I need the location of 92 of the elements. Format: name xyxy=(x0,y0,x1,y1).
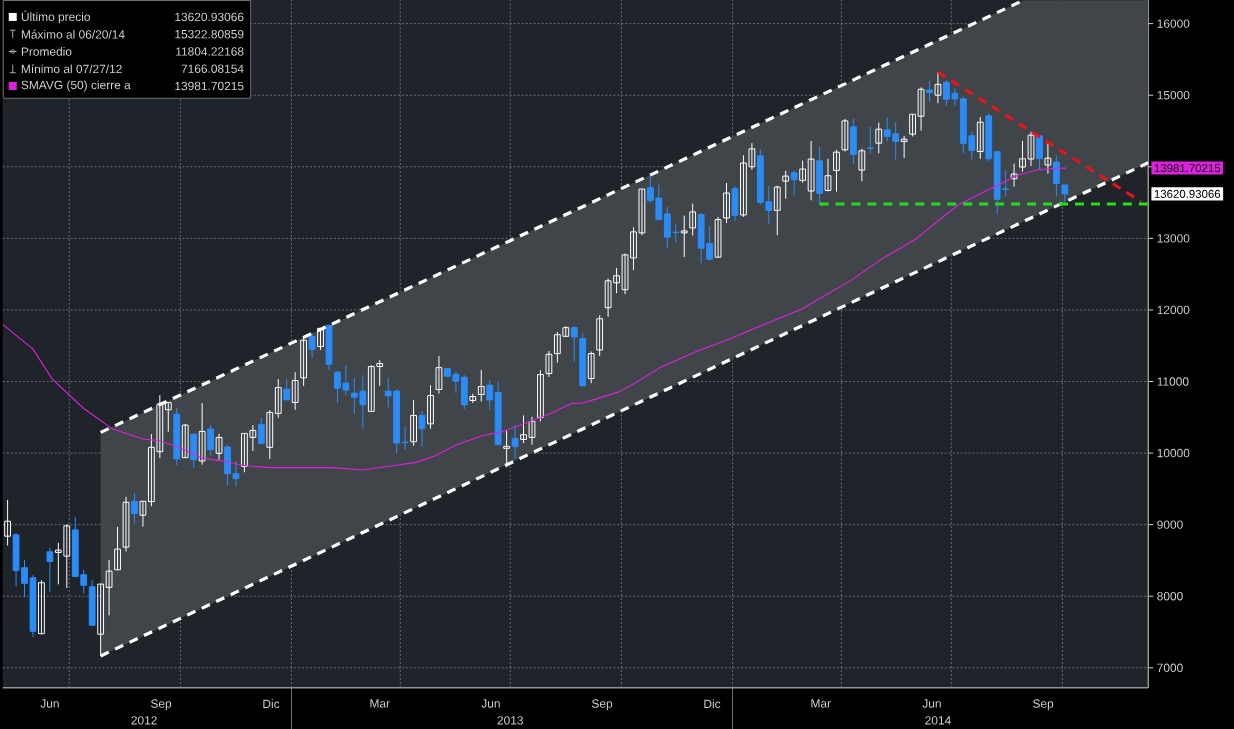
y-tick-label: 13000 xyxy=(1157,233,1190,243)
candlestick xyxy=(790,169,798,196)
candlestick xyxy=(824,158,832,192)
x-tick-label: Sep xyxy=(1033,699,1054,710)
candlestick xyxy=(917,86,925,131)
candlestick xyxy=(418,410,426,448)
candlestick xyxy=(114,526,121,571)
candlestick xyxy=(427,384,434,430)
candlestick xyxy=(537,369,544,422)
candlestick xyxy=(1044,142,1052,175)
y-tick-label: 10000 xyxy=(1157,448,1190,458)
candlestick xyxy=(1061,184,1069,204)
candlestick xyxy=(274,378,282,419)
annotation: Mínimo al 07/27/12 xyxy=(21,64,122,74)
candlestick xyxy=(866,126,874,154)
candlestick xyxy=(773,185,781,236)
candlestick xyxy=(596,314,604,357)
x-tick-label: Sep xyxy=(592,699,613,710)
annotation: 7166.08154 xyxy=(181,64,244,73)
text: 13620.93066 xyxy=(1154,189,1221,198)
candlestick xyxy=(926,80,933,103)
candlestick xyxy=(215,433,223,460)
candlestick xyxy=(207,424,214,456)
x-tick-label: Jun xyxy=(922,699,941,708)
annotation: 15322.80859 xyxy=(175,29,244,39)
annotation: 13981.70215 xyxy=(175,81,244,91)
candlestick xyxy=(680,214,688,258)
candlestick xyxy=(841,118,849,152)
candlestick xyxy=(723,182,730,224)
candlestick xyxy=(1052,155,1060,197)
x-tick-label: Jun xyxy=(40,699,59,708)
candlestick xyxy=(181,423,189,458)
candlestick xyxy=(799,159,807,184)
candlestick xyxy=(317,327,324,351)
candlestick xyxy=(934,71,942,104)
annotation: Máximo al 06/20/14 xyxy=(21,29,125,39)
candlestick xyxy=(122,496,130,552)
annotation: 13620.93066 xyxy=(175,12,244,21)
candlestick xyxy=(257,417,265,446)
candlestick xyxy=(900,135,908,159)
candlestick xyxy=(976,116,984,160)
candlestick xyxy=(198,402,206,466)
x-tick-label: Sep xyxy=(150,699,172,710)
y-tick-label: 16000 xyxy=(1157,19,1190,28)
candlestick xyxy=(689,202,697,236)
candlestick xyxy=(714,216,722,258)
candlestick xyxy=(545,350,553,378)
candlestick xyxy=(283,378,291,401)
candlestick xyxy=(4,499,11,546)
candlestick xyxy=(1010,163,1018,187)
candlestick xyxy=(511,424,519,459)
candlestick xyxy=(909,113,916,137)
x2-tick-label: 2014 xyxy=(925,715,951,725)
annotation: 11804.22168 xyxy=(176,47,244,56)
candlestick xyxy=(782,170,790,200)
legend-label: Último precio xyxy=(21,10,90,24)
candlestick xyxy=(477,369,485,402)
candlestick xyxy=(46,547,54,593)
y-tick-label: 9000 xyxy=(1157,520,1183,529)
x-tick-label: Mar xyxy=(370,699,390,708)
candlestick xyxy=(291,371,299,411)
x-tick-label: Dic xyxy=(704,699,721,708)
candlestick xyxy=(435,355,443,394)
y-tick-label: 8000 xyxy=(1157,591,1183,601)
y-tick-label: 7000 xyxy=(1157,663,1183,672)
candlestick xyxy=(875,121,883,154)
candlestick xyxy=(833,149,840,193)
candlestick xyxy=(139,500,147,527)
x2-tick-label: 2013 xyxy=(497,715,523,725)
candlestick xyxy=(38,579,45,635)
y-tick-label: 15000 xyxy=(1157,90,1190,100)
candlestick xyxy=(131,492,138,524)
candlestick xyxy=(858,148,866,182)
x-tick-label: Jun xyxy=(481,699,500,708)
legend-label: SMAVG (50) cierre a xyxy=(21,80,131,92)
candlestick xyxy=(587,350,595,384)
candlestick xyxy=(486,379,494,411)
candlestick xyxy=(105,559,113,616)
annotation: Promedio xyxy=(21,46,72,56)
candlestick xyxy=(410,399,417,447)
candlestick xyxy=(807,140,815,201)
x-tick-label: Dic xyxy=(263,699,280,708)
candlestick xyxy=(1036,135,1043,171)
candlestick xyxy=(570,325,578,363)
y-tick-label: 11000 xyxy=(1157,377,1189,386)
x2-tick-label: 2012 xyxy=(131,715,157,725)
y-tick-label: 12000 xyxy=(1157,305,1190,314)
text: 13981.70215 xyxy=(1154,163,1221,172)
candlestick xyxy=(266,409,274,460)
candlestick xyxy=(300,336,308,387)
candlestick xyxy=(308,332,316,359)
x-tick-label: Mar xyxy=(811,699,831,708)
